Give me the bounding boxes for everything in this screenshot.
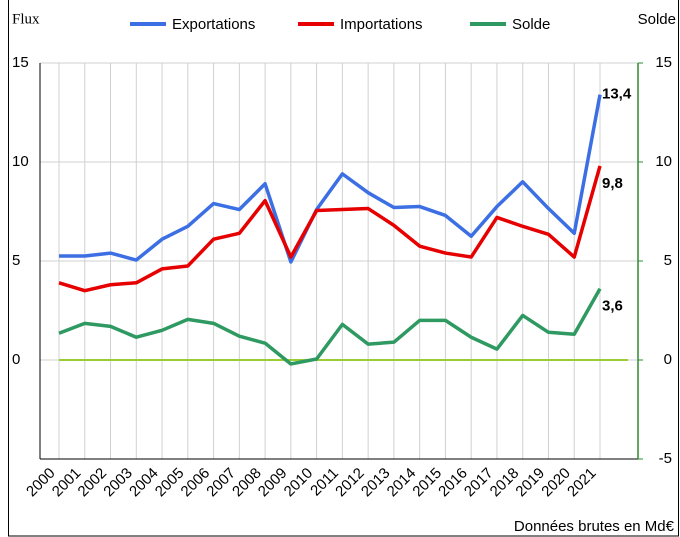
frame — [8, 0, 679, 537]
y2-tick-label: 5 — [664, 252, 672, 269]
legend-label: Solde — [512, 16, 550, 33]
y2-axis-label: Solde — [638, 11, 676, 28]
y2-tick-label: -5 — [659, 450, 672, 467]
legend-label: Exportations — [172, 16, 255, 33]
data-label: 3,6 — [602, 298, 623, 315]
y2-tick-label: 0 — [664, 351, 672, 368]
data-label: 13,4 — [602, 86, 632, 103]
y2-tick-label: 15 — [655, 54, 672, 71]
line-series — [58, 165, 602, 293]
y-tick-label: 5 — [12, 252, 20, 269]
y-axis-label: Flux — [12, 11, 40, 27]
note: Données brutes en Md€ — [514, 518, 675, 535]
y-tick-label: 10 — [12, 153, 29, 170]
x-tick-label: 2021 — [564, 465, 600, 501]
y-tick-label: 15 — [12, 54, 29, 71]
line-series — [58, 287, 602, 366]
legend-label: Importations — [340, 16, 423, 33]
y-tick-label: 0 — [12, 351, 20, 368]
data-label: 9,8 — [602, 175, 623, 192]
y2-tick-label: 10 — [655, 153, 672, 170]
line-series — [59, 94, 602, 264]
